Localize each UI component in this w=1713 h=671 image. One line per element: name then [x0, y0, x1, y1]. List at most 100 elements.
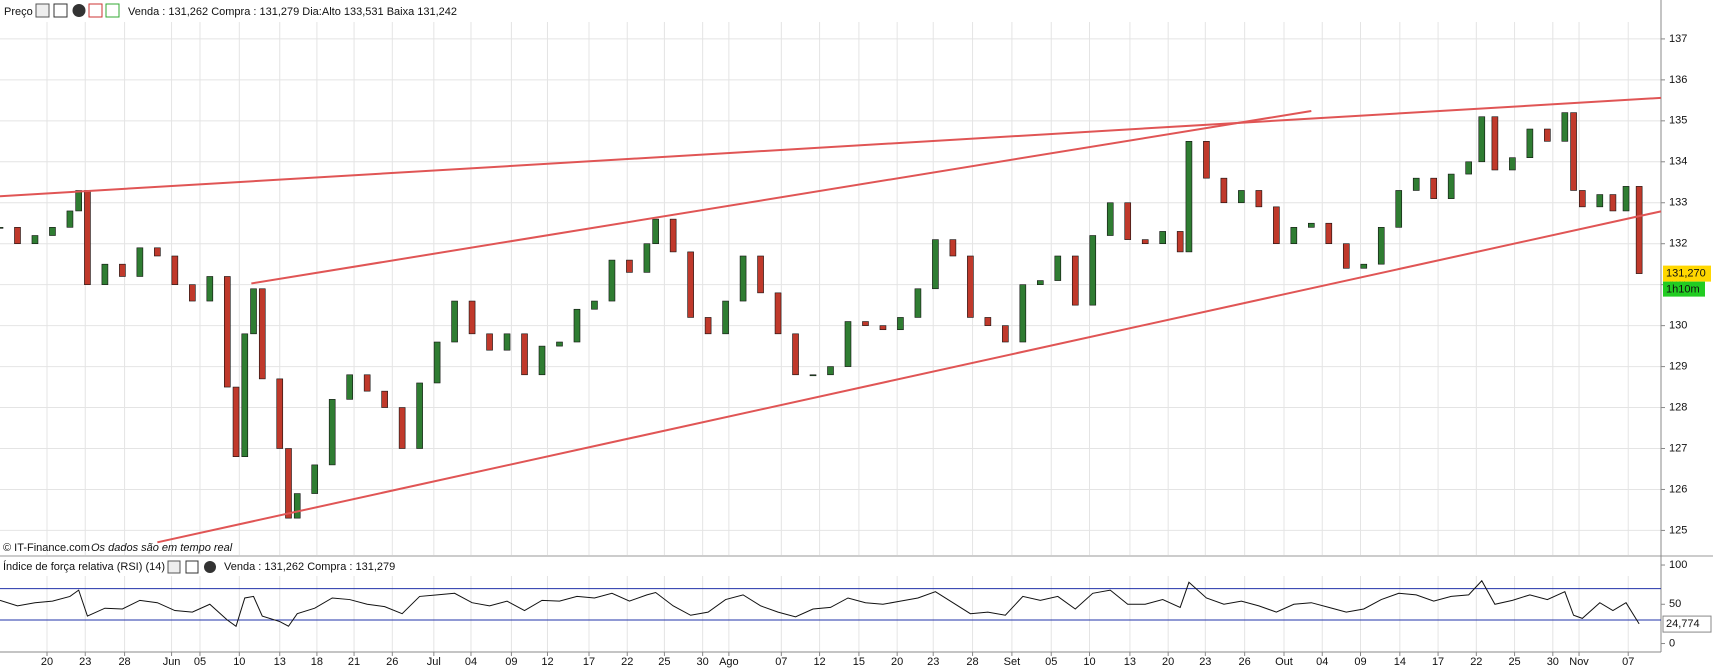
y-tick-label: 129	[1669, 360, 1687, 372]
candle	[1238, 190, 1245, 204]
quote: Venda : 131,262 Compra : 131,279 Dia:Alt…	[128, 6, 457, 18]
last-price-label: 131,270	[1666, 268, 1706, 280]
candle	[1106, 202, 1114, 236]
candle	[75, 190, 82, 212]
x-tick-label: 15	[853, 656, 865, 668]
candle	[84, 190, 91, 285]
rsi-settings-icon[interactable]	[167, 560, 181, 574]
candle	[1509, 157, 1516, 171]
x-tick-label: Jun	[163, 656, 181, 668]
candle	[1570, 112, 1577, 191]
rsi-close-icon[interactable]	[204, 561, 216, 573]
candle	[897, 317, 904, 331]
candle	[1176, 231, 1184, 253]
x-tick-label: 20	[891, 656, 903, 668]
candle	[328, 399, 336, 466]
candle	[652, 218, 659, 245]
candle	[643, 243, 651, 273]
candle	[757, 255, 764, 294]
candle	[879, 325, 887, 331]
rsi-header: Índice de força relativa (RSI) (14) Vend…	[0, 558, 420, 575]
candle	[451, 300, 458, 343]
window-icon[interactable]	[53, 3, 68, 18]
candle	[1635, 186, 1643, 274]
candle	[258, 288, 266, 380]
x-tick-label: 04	[465, 656, 477, 668]
candle	[503, 333, 511, 351]
candle	[171, 255, 179, 285]
candle	[276, 378, 284, 449]
x-tick-label: 13	[1124, 656, 1136, 668]
x-tick-label: 20	[41, 656, 53, 668]
candle	[1071, 255, 1079, 306]
candle	[381, 390, 388, 408]
candle	[1447, 173, 1455, 199]
x-tick-label: 23	[927, 656, 939, 668]
candle	[1561, 112, 1569, 142]
candle	[984, 317, 992, 326]
candle	[223, 276, 231, 388]
trendline	[251, 110, 1312, 285]
candle	[154, 247, 161, 257]
candle	[932, 239, 939, 290]
candle	[49, 227, 56, 236]
candle	[556, 341, 563, 347]
candle	[722, 300, 729, 335]
x-tick-label: Ago	[719, 656, 739, 668]
rsi-last-label: 24,774	[1666, 618, 1700, 630]
x-tick-label: Jul	[427, 656, 441, 668]
x-tick-label: 10	[1083, 656, 1095, 668]
candle	[31, 235, 39, 245]
source: © IT-Finance.com	[3, 542, 90, 554]
rsi-window-icon[interactable]	[185, 560, 199, 574]
x-tick-label: 18	[311, 656, 323, 668]
y-tick-label: 135	[1669, 115, 1687, 127]
candle	[792, 333, 799, 376]
candle	[1395, 190, 1403, 228]
candle	[573, 308, 581, 343]
trendline	[157, 210, 1662, 544]
candle	[136, 247, 144, 277]
candle	[0, 227, 4, 229]
candle	[285, 448, 292, 519]
candle	[232, 386, 240, 457]
x-tick-label: 23	[79, 656, 91, 668]
candle	[739, 255, 747, 302]
candle	[704, 317, 712, 335]
candle	[1308, 222, 1315, 228]
down-icon[interactable]	[88, 3, 103, 18]
candle	[1255, 190, 1263, 208]
x-tick-label: Out	[1275, 656, 1293, 668]
candle	[1054, 255, 1062, 281]
candle	[250, 288, 257, 335]
candle	[774, 292, 782, 335]
rsi-line	[0, 579, 1640, 628]
candle	[967, 255, 974, 318]
candle	[1325, 222, 1333, 245]
x-tick-label: 12	[541, 656, 553, 668]
candle	[809, 374, 817, 377]
candle	[669, 218, 677, 253]
price-header: Preço Venda : 131,262 Compra : 131,279 D…	[0, 0, 460, 22]
y-tick-label: 100	[1669, 559, 1687, 571]
close-icon[interactable]	[72, 4, 86, 17]
candle	[1491, 116, 1499, 171]
settings-icon[interactable]	[35, 3, 50, 18]
x-tick-label: 30	[1547, 656, 1559, 668]
rsi-title: Índice de força relativa (RSI) (14)	[3, 560, 165, 573]
x-tick-label: 05	[1045, 656, 1057, 668]
x-tick-label: 26	[386, 656, 398, 668]
candle	[827, 366, 834, 376]
candle	[346, 374, 353, 400]
up-icon[interactable]	[105, 3, 120, 18]
x-tick-label: 17	[1432, 656, 1444, 668]
x-tick-label: 23	[1199, 656, 1211, 668]
x-tick-label: 26	[1239, 656, 1251, 668]
last-price-box	[1663, 265, 1711, 282]
x-tick-label: 20	[1162, 656, 1174, 668]
x-tick-label: 22	[1470, 656, 1482, 668]
candle	[311, 464, 319, 494]
candle	[914, 288, 922, 318]
